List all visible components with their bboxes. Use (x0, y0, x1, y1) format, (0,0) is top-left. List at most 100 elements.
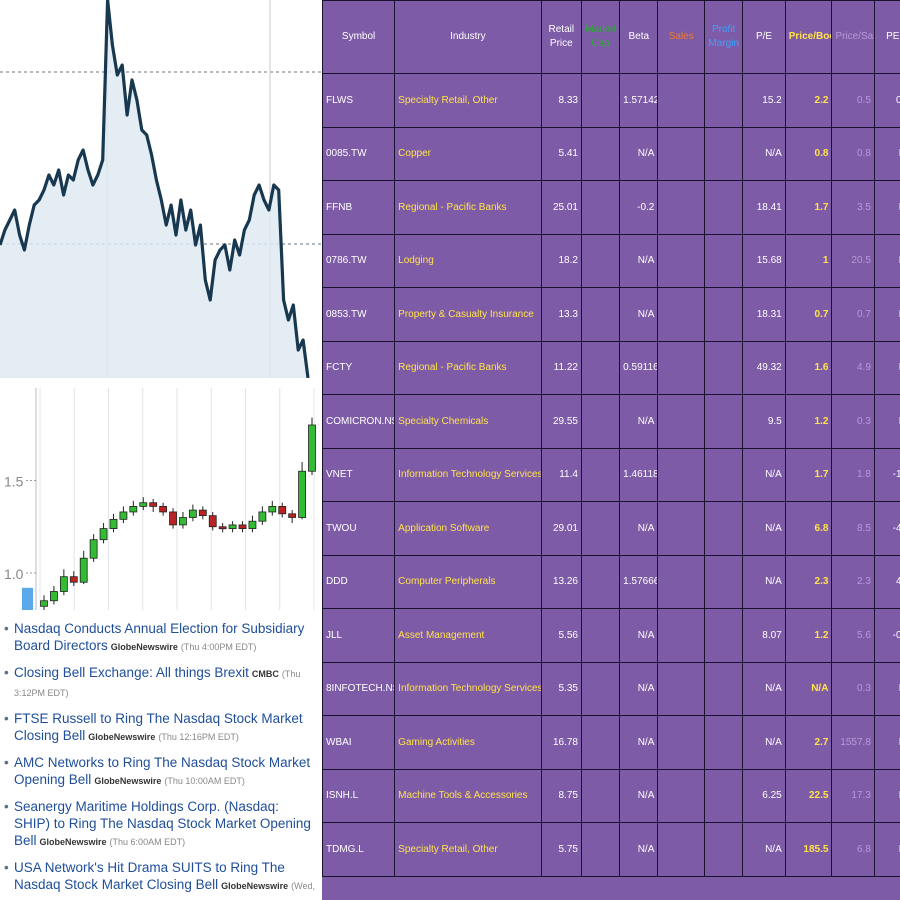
cell-market-cap (580, 608, 621, 663)
news-headline-link[interactable]: Nasdaq Conducts Annual Election for Subs… (14, 621, 305, 653)
table-row[interactable]: WBAI Gaming Activities 16.78 N/A N/A 2.7 1557.… (322, 715, 900, 770)
table-row[interactable]: TDMG.L Specialty Retail, Other 5.75 N/A N/A 1… (322, 822, 900, 877)
cell-price: 18.2 (540, 233, 582, 288)
column-header-industry[interactable]: Industry (394, 0, 542, 74)
news-headline-link[interactable]: USA Network's Hit Drama SUITS to Ring Th… (14, 860, 285, 892)
candle-body (89, 539, 98, 559)
column-header-price-sales[interactable]: Price/Sales (831, 0, 875, 74)
cell-beta: N/A (619, 233, 659, 288)
news-date: (Thu 10:00AM EDT) (164, 776, 245, 786)
news-headline-link[interactable]: Closing Bell Exchange: All things Brexit (14, 665, 249, 680)
cell-industry: Specialty Retail, Other (394, 822, 542, 877)
cell-price-book: 0.7 (784, 287, 833, 342)
cell-sales (657, 447, 706, 502)
cell-price-book: 1.6 (784, 340, 833, 395)
cell-industry: Regional - Pacific Banks (394, 180, 542, 235)
candle-body (139, 502, 148, 507)
cell-price: 13.26 (540, 554, 582, 609)
column-header-pe[interactable]: P/E (742, 0, 786, 74)
cell-profit-margin (704, 608, 744, 663)
stock-screener-table-container: Symbol Industry Retail Price Market Cap Beta… (322, 0, 900, 900)
cell-symbol: TDMG.L (322, 822, 396, 877)
cell-beta: 1.57142 (619, 73, 659, 128)
cell-industry: Regional - Pacific Banks (394, 340, 542, 395)
cell-pe: 8.07 (742, 608, 786, 663)
table-row[interactable]: FFNB Regional - Pacific Banks 25.01 -0.2 18.… (322, 180, 900, 235)
cell-industry: Information Technology Services (394, 661, 542, 716)
cell-profit-margin (704, 340, 744, 395)
cell-pe: 15.2 (742, 73, 786, 128)
cell-price: 29.01 (540, 501, 582, 556)
column-header-profit-margin[interactable]: Profit Margin (704, 0, 744, 74)
cell-beta: N/A (619, 501, 659, 556)
news-source: CMBC (251, 669, 279, 679)
table-row[interactable]: VNET Information Technology Services 11.4 1… (322, 447, 900, 502)
table-row[interactable]: ISNH.L Machine Tools & Accessories 8.75 N/A… (322, 768, 900, 823)
news-source: GlobeNewswire (88, 732, 156, 742)
cell-market-cap (580, 394, 621, 449)
news-headline-link[interactable]: Seanergy Maritime Holdings Corp. (Nasdaq… (14, 799, 311, 848)
cell-beta: N/A (619, 768, 659, 823)
cell-price-book: 2.2 (784, 73, 833, 128)
column-header-price[interactable]: Retail Price (540, 0, 582, 74)
cell-price-sales: 1557.8 (831, 715, 875, 770)
news-headline-link[interactable]: AMC Networks to Ring The Nasdaq Stock Ma… (14, 755, 311, 787)
bullet-icon: • (4, 711, 9, 726)
candle-body (50, 591, 58, 602)
cell-price-book: 0.8 (784, 126, 833, 181)
table-row[interactable]: 8INFOTECH.NS Information Technology Servi… (322, 661, 900, 716)
table-row[interactable]: TWOU Application Software 29.01 N/A N/A 6.8 8.… (322, 501, 900, 556)
table-row[interactable]: 0853.TW Property & Casualty Insurance 13.3… (322, 287, 900, 342)
column-header-sales[interactable]: Sales (657, 0, 706, 74)
candle-body (188, 509, 197, 518)
candle-body (228, 524, 237, 529)
candle-body (258, 511, 267, 522)
cell-price: 16.78 (540, 715, 582, 770)
cell-price-book: 1.2 (784, 394, 833, 449)
cell-price-sales: 20.5 (831, 233, 875, 288)
cell-sales (657, 180, 706, 235)
column-header-market-cap[interactable]: Market Cap (580, 0, 621, 74)
cell-sales (657, 287, 706, 342)
cell-pe: 49.32 (742, 340, 786, 395)
y-tick-label: 1.0 (4, 566, 24, 582)
cell-price-sales: 6.8 (831, 822, 875, 877)
cell-pe: N/A (742, 501, 786, 556)
cell-peg: -4.94 (873, 501, 900, 556)
cell-market-cap (580, 73, 621, 128)
table-row[interactable]: FLWS Specialty Retail, Other 8.33 1.57142 15… (322, 73, 900, 128)
cell-peg: N/A (873, 768, 900, 823)
cell-industry: Specialty Chemicals (394, 394, 542, 449)
news-date: (Wed, Jun 22) (291, 881, 315, 891)
cell-price: 25.01 (540, 180, 582, 235)
cell-beta: 1.46118 (619, 447, 659, 502)
cell-sales (657, 554, 706, 609)
cell-symbol: VNET (322, 447, 396, 502)
cell-market-cap (580, 661, 621, 716)
cell-industry: Computer Peripherals (394, 554, 542, 609)
cell-profit-margin (704, 447, 744, 502)
table-row[interactable]: DDD Computer Peripherals 13.26 1.57666 N/A 2.… (322, 554, 900, 609)
cell-profit-margin (704, 180, 744, 235)
cell-price-book: 2.7 (784, 715, 833, 770)
news-headline-link[interactable]: FTSE Russell to Ring The Nasdaq Stock Ma… (14, 711, 303, 743)
candle-body (218, 526, 227, 530)
column-header-beta[interactable]: Beta (619, 0, 659, 74)
news-item: • FTSE Russell to Ring The Nasdaq Stock M… (0, 710, 322, 746)
column-header-peg[interactable]: PEG (873, 0, 900, 74)
candle-body (169, 511, 177, 526)
candle-body (159, 505, 168, 513)
cell-peg: N/A (873, 715, 900, 770)
table-row[interactable]: COMICRON.NS Specialty Chemicals 29.55 N/A 9.… (322, 394, 900, 449)
candle-body (119, 511, 128, 520)
candle-body (198, 509, 207, 517)
news-item: • Closing Bell Exchange: All things Brexi… (0, 664, 322, 702)
news-date: (Thu 3:12PM EDT) (14, 669, 301, 698)
cell-peg: N/A (873, 661, 900, 716)
column-header-price-book[interactable]: Price/Book (784, 0, 833, 74)
column-header-symbol[interactable]: Symbol (322, 0, 396, 74)
